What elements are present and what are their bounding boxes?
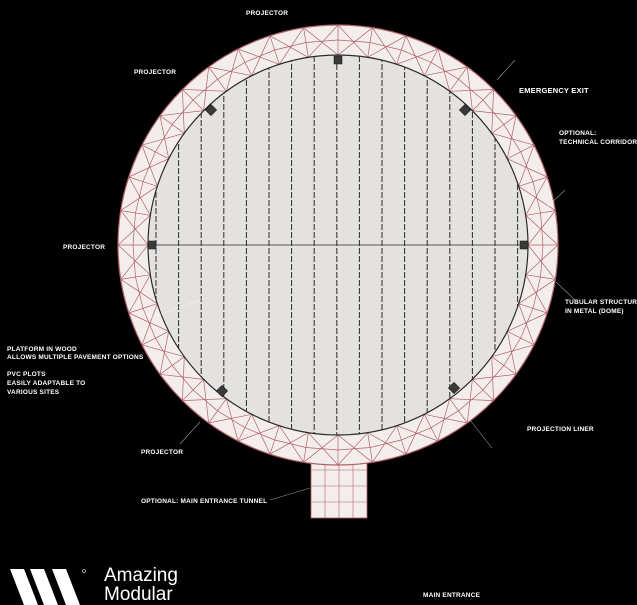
- projector-marker-upper-right: [458, 103, 472, 117]
- projector-markers: [147, 55, 529, 398]
- label-tubular-structure-1: TUBULAR STRUCTURE: [565, 299, 637, 306]
- lattice-strut: [491, 356, 517, 375]
- lattice-strut: [142, 151, 156, 182]
- lattice-strut: [540, 244, 544, 278]
- label-emergency-exit: EMERGENCY EXIT: [519, 86, 589, 95]
- lattice-strut: [208, 398, 227, 424]
- lattice-strut: [337, 447, 371, 451]
- brand-name-line-1: Amazing: [104, 565, 178, 586]
- lattice-strut: [192, 78, 218, 101]
- lattice-strut: [135, 181, 144, 213]
- lattice-strut: [449, 66, 468, 92]
- label-pvc-3: VARIOUS SITES: [7, 389, 60, 396]
- lattice-strut: [532, 277, 541, 309]
- lattice-strut: [155, 124, 173, 153]
- lattice-strut: [159, 115, 185, 134]
- label-projector-lower-left: PROJECTOR: [141, 449, 184, 456]
- label-technical-corridor-2: TECHNICAL CORRIDOR: [559, 139, 637, 146]
- lattice-strut: [132, 244, 136, 278]
- lattice-strut: [132, 212, 136, 246]
- lattice-strut: [430, 410, 459, 428]
- lattice-strut: [305, 447, 339, 451]
- lattice-strut: [142, 308, 156, 339]
- lattice-strut: [244, 49, 275, 63]
- lattice-strut: [337, 39, 371, 43]
- projector-marker-lower-left: [215, 384, 229, 398]
- lattice-strut: [540, 212, 544, 246]
- lattice-strut: [525, 274, 556, 280]
- lattice-strut: [217, 410, 246, 428]
- lattice-strut: [274, 439, 306, 448]
- projector-marker-right: [519, 240, 529, 250]
- lattice-strut: [482, 365, 505, 391]
- lattice-strut: [303, 432, 309, 463]
- lattice-strut: [135, 277, 144, 309]
- lattice-strut: [237, 48, 253, 76]
- leader-lines: [149, 59, 576, 501]
- lattice-strut: [520, 151, 534, 182]
- lattice-strut: [503, 124, 521, 153]
- label-tubular-structure-2: IN METAL (DOME): [565, 308, 624, 315]
- lattice-strut: [370, 42, 402, 51]
- lattice-strut: [171, 99, 194, 125]
- lattice-strut: [458, 389, 484, 412]
- lattice-strut: [217, 62, 246, 80]
- projector-marker-upper-left: [204, 103, 218, 117]
- label-technical-corridor-1: OPTIONAL:: [559, 130, 597, 137]
- lattice-strut: [518, 176, 548, 187]
- label-platform-1: PLATFORM IN WOOD: [7, 346, 77, 353]
- dome-lattice: [118, 25, 559, 466]
- lattice-strut: [401, 49, 432, 63]
- lattice-strut: [305, 39, 339, 43]
- lattice-strut: [141, 330, 169, 346]
- lattice-strut: [423, 414, 439, 442]
- lattice-strut: [458, 78, 484, 101]
- lattice-strut: [155, 337, 173, 366]
- label-pvc-1: PVC PLOTS: [7, 371, 46, 378]
- label-projection-liner: PROJECTION LINER: [527, 426, 594, 433]
- lattice-strut: [128, 303, 158, 314]
- lattice-strut: [430, 62, 459, 80]
- lattice-strut: [269, 35, 280, 65]
- lattice-strut: [274, 42, 306, 51]
- label-platform-2: ALLOWS MULTIPLE PAVEMENT OPTIONS: [7, 354, 144, 361]
- lattice-strut: [401, 427, 432, 441]
- lattice-strut: [507, 144, 535, 160]
- lattice-strut: [520, 308, 534, 339]
- label-pvc-2: EASILY ADAPTABLE TO: [7, 380, 86, 387]
- lattice-strut: [396, 425, 407, 455]
- lattice-strut: [120, 210, 151, 216]
- label-projector-left: PROJECTOR: [63, 244, 106, 251]
- amazing-modular-logo-icon: [10, 569, 86, 605]
- lattice-strut: [503, 337, 521, 366]
- label-projector-upper-left: PROJECTOR: [134, 69, 177, 76]
- projector-marker-left: [147, 240, 157, 250]
- lattice-strut: [367, 27, 373, 58]
- brand-name-line-2: Modular: [104, 584, 173, 605]
- lattice-strut: [244, 427, 275, 441]
- projector-marker-lower-right: [447, 381, 461, 395]
- label-main-entrance-tunnel: OPTIONAL: MAIN ENTRANCE TUNNEL: [141, 498, 268, 505]
- label-projector-top: PROJECTOR: [246, 10, 289, 17]
- lattice-strut: [370, 439, 402, 448]
- lattice-strut: [482, 99, 505, 125]
- label-main-entrance: MAIN ENTRANCE: [423, 592, 481, 599]
- lattice-strut: [532, 181, 541, 213]
- lattice-strut: [192, 389, 218, 412]
- projector-marker-top: [333, 55, 343, 65]
- lattice-strut: [171, 365, 194, 391]
